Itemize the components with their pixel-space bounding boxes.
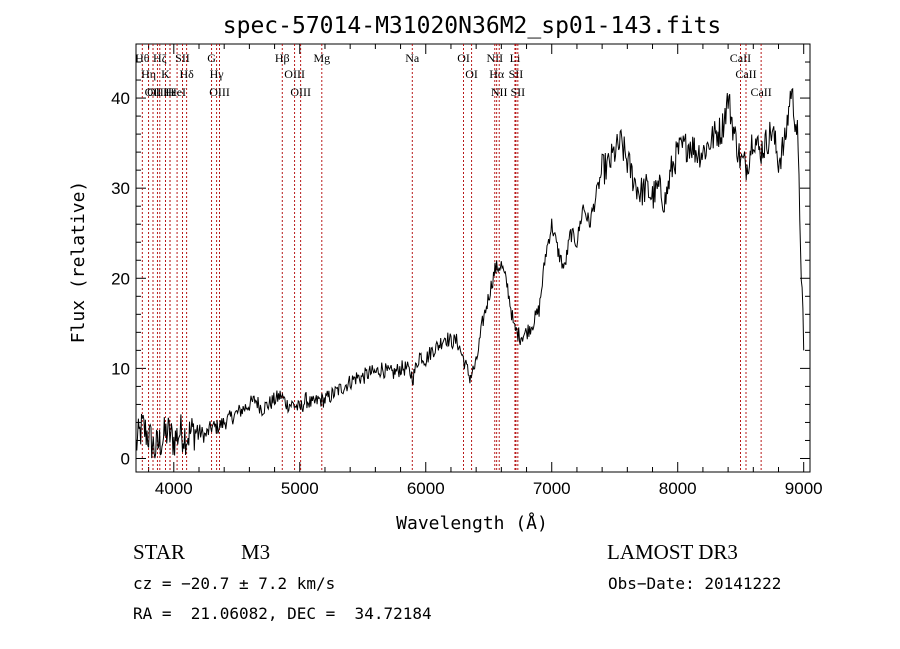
spectral-line-label: HeI — [168, 85, 186, 99]
spectral-line-label: Hγ — [210, 67, 225, 81]
spectral-line-label: CaII — [750, 85, 771, 99]
spectral-line-label: Hθ — [135, 51, 150, 65]
spectral-line-label: OIII — [284, 67, 305, 81]
spectral-line-label: Hζ — [153, 51, 167, 65]
spectral-line-label: NII — [491, 85, 508, 99]
object-subclass: M3 — [241, 540, 271, 564]
spectral-line-label: CaII — [730, 51, 751, 65]
x-tick-label: 5000 — [281, 479, 319, 498]
spectral-line-label: OIII — [290, 85, 311, 99]
spectral-line-label: OIII — [147, 85, 168, 99]
y-tick-label: 40 — [111, 89, 130, 108]
spectral-line-label: G — [207, 51, 216, 65]
spectral-line-label: Na — [405, 51, 420, 65]
y-axis-label: Flux (relative) — [68, 181, 89, 344]
spectral-line-label: Hβ — [275, 51, 290, 65]
y-tick-label: 30 — [111, 179, 130, 198]
spectrum-series-line — [136, 87, 805, 459]
spectral-line-label: SII — [511, 85, 526, 99]
spectral-line-label: Li — [510, 51, 521, 65]
spectral-line-label: NII — [486, 51, 503, 65]
spectral-line-label: OIII — [209, 85, 230, 99]
sky-coordinates: RA = 21.06082, DEC = 34.72184 — [133, 604, 432, 623]
y-tick-label: 0 — [121, 449, 130, 468]
spectral-line-label: Hη — [141, 67, 156, 81]
spectral-line-label: K — [161, 67, 170, 81]
x-tick-label: 6000 — [407, 479, 445, 498]
object-class: STAR — [133, 540, 185, 564]
x-tick-label: 4000 — [155, 479, 193, 498]
x-tick-label: 9000 — [785, 479, 823, 498]
plot-frame — [135, 43, 811, 473]
x-tick-label: 7000 — [533, 479, 571, 498]
y-tick-label: 20 — [111, 269, 130, 288]
observation-date: Obs−Date: 20141222 — [608, 574, 782, 593]
spectral-line-label: SII — [509, 67, 524, 81]
y-tick-label: 10 — [111, 359, 130, 378]
x-axis-label: Wavelength (Å) — [396, 512, 548, 534]
spectral-line-label: Hε — [163, 85, 177, 99]
spectral-line-label: SII — [175, 51, 190, 65]
chart-title: spec-57014-M31020N36M2_sp01-143.fits — [223, 13, 722, 39]
survey-name: LAMOST DR3 — [607, 540, 738, 564]
spectral-line-label: Hδ — [179, 67, 194, 81]
spectral-line-label: CaII — [735, 67, 756, 81]
spectral-line-label: Hα — [489, 67, 505, 81]
redshift-velocity: cz = −20.7 ± 7.2 km/s — [133, 574, 336, 593]
spectral-line-label: OI — [465, 67, 478, 81]
spectral-line-label: Mg — [313, 51, 330, 65]
spectral-line-label: OI — [457, 51, 470, 65]
x-tick-label: 8000 — [659, 479, 697, 498]
